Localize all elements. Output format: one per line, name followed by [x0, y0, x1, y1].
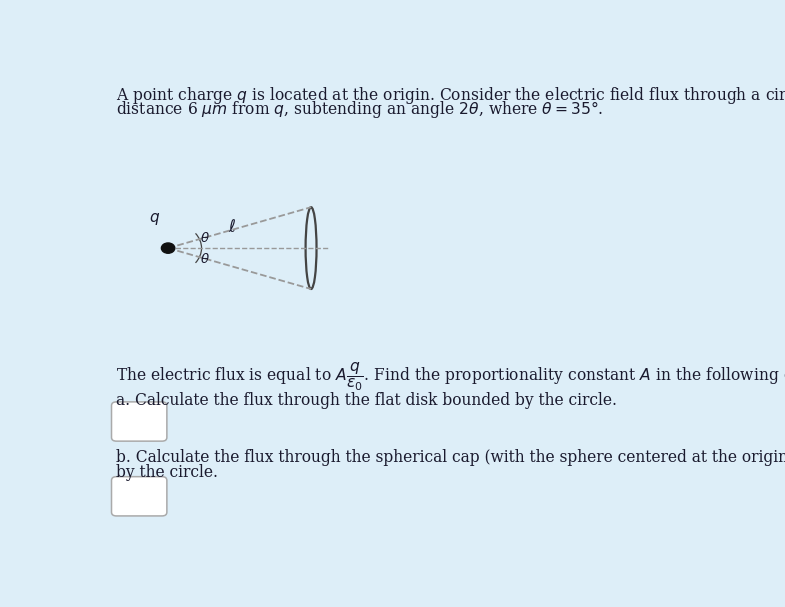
- Text: $\ell$: $\ell$: [228, 219, 236, 237]
- Text: by the circle.: by the circle.: [116, 464, 218, 481]
- Text: $\theta$: $\theta$: [199, 253, 210, 266]
- Text: $\theta$: $\theta$: [199, 231, 210, 245]
- Text: $q$: $q$: [149, 211, 160, 227]
- FancyBboxPatch shape: [111, 402, 167, 441]
- Circle shape: [162, 243, 175, 253]
- Text: a. Calculate the flux through the flat disk bounded by the circle.: a. Calculate the flux through the flat d…: [116, 392, 617, 409]
- Text: b. Calculate the flux through the spherical cap (with the sphere centered at the: b. Calculate the flux through the spheri…: [116, 449, 785, 466]
- Text: A point charge $q$ is located at the origin. Consider the electric field flux th: A point charge $q$ is located at the ori…: [116, 84, 785, 106]
- FancyBboxPatch shape: [111, 476, 167, 516]
- Text: The electric flux is equal to $A\dfrac{q}{\varepsilon_0}$. Find the proportional: The electric flux is equal to $A\dfrac{q…: [116, 361, 785, 393]
- Text: distance 6 $\mu m$ from $q$, subtending an angle $2\theta$, where $\theta = 35°$: distance 6 $\mu m$ from $q$, subtending …: [116, 98, 604, 120]
